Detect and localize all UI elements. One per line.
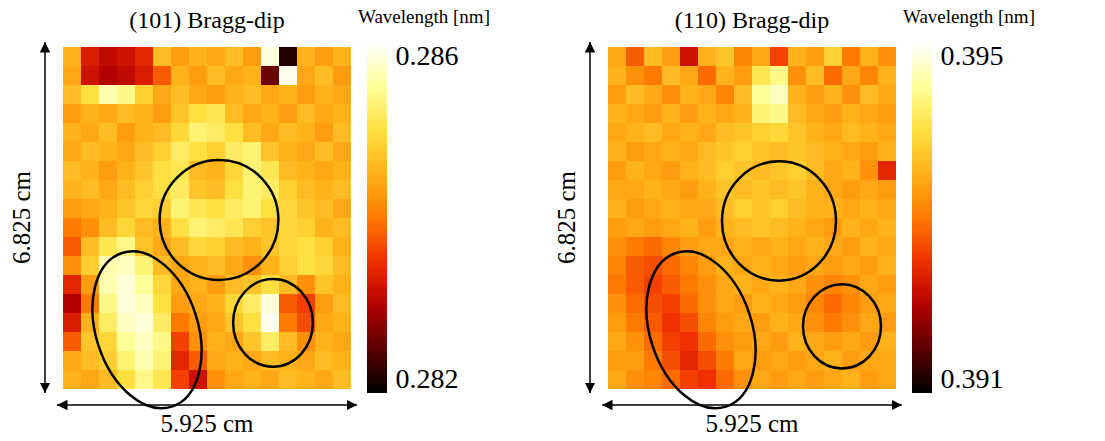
svg-text:(101) Bragg-dip: (101) Bragg-dip [129,7,284,33]
svg-text:6.825 cm: 6.825 cm [553,170,580,264]
svg-text:5.925 cm: 5.925 cm [705,410,799,437]
svg-text:0.391: 0.391 [941,363,1004,394]
html-text:Wavelength [nm]: Wavelength [nm] [358,6,490,27]
svg-text:5.925 cm: 5.925 cm [160,410,254,437]
svg-text:0.286: 0.286 [396,40,459,71]
html-text:Wavelength [nm]: Wavelength [nm] [903,6,1035,27]
svg-text:0.395: 0.395 [941,40,1004,71]
svg-text:(110) Bragg-dip: (110) Bragg-dip [675,7,829,33]
svg-text:6.825 cm: 6.825 cm [8,170,35,264]
svg-text:0.282: 0.282 [396,363,459,394]
